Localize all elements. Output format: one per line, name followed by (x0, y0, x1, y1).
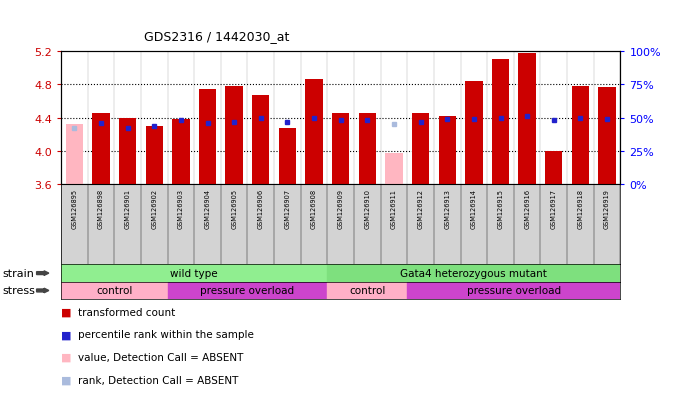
Text: GSM126910: GSM126910 (364, 189, 370, 229)
Text: wild type: wild type (170, 268, 218, 278)
Bar (332, 113, 349, 185)
Text: GSM126895: GSM126895 (71, 189, 77, 229)
Text: pressure overload: pressure overload (201, 286, 294, 296)
Text: GDS2316 / 1442030_at: GDS2316 / 1442030_at (144, 31, 290, 43)
Bar (146, 126, 163, 185)
Bar (61, 265, 327, 282)
Bar (412, 113, 429, 185)
Text: value, Detection Call = ABSENT: value, Detection Call = ABSENT (78, 352, 243, 362)
Bar (226, 87, 243, 185)
Text: GSM126905: GSM126905 (231, 189, 237, 229)
Text: GSM126907: GSM126907 (285, 189, 290, 229)
Bar (385, 154, 403, 185)
Bar (66, 125, 83, 185)
Bar (199, 90, 216, 185)
Bar (519, 54, 536, 185)
Text: ■: ■ (61, 330, 71, 339)
Text: ■: ■ (61, 307, 71, 317)
Text: stress: stress (2, 286, 35, 296)
Text: GSM126909: GSM126909 (338, 189, 344, 229)
Text: GSM126916: GSM126916 (524, 189, 530, 229)
Text: ■: ■ (61, 352, 71, 362)
Text: GSM126914: GSM126914 (471, 189, 477, 229)
Bar (599, 88, 616, 185)
Text: GSM126902: GSM126902 (151, 189, 157, 229)
Text: GSM126912: GSM126912 (418, 189, 424, 229)
Text: pressure overload: pressure overload (466, 286, 561, 296)
Bar (167, 282, 327, 299)
Text: GSM126919: GSM126919 (604, 189, 610, 229)
Text: GSM126915: GSM126915 (498, 189, 504, 229)
Text: GSM126898: GSM126898 (98, 189, 104, 229)
Bar (172, 120, 190, 185)
Text: GSM126918: GSM126918 (578, 189, 583, 229)
Text: GSM126911: GSM126911 (391, 189, 397, 229)
Bar (61, 282, 167, 299)
Text: ■: ■ (61, 375, 71, 385)
Text: percentile rank within the sample: percentile rank within the sample (78, 330, 254, 339)
Text: GSM126904: GSM126904 (205, 189, 210, 229)
Bar (465, 82, 483, 185)
Text: GSM126906: GSM126906 (258, 189, 264, 229)
Text: GSM126913: GSM126913 (444, 189, 450, 229)
Text: control: control (349, 286, 386, 296)
Bar (407, 282, 620, 299)
Bar (359, 114, 376, 185)
Bar (492, 60, 509, 185)
Text: transformed count: transformed count (78, 307, 175, 317)
Text: GSM126908: GSM126908 (311, 189, 317, 229)
Bar (305, 80, 323, 185)
Bar (545, 152, 563, 185)
Text: GSM126901: GSM126901 (125, 189, 131, 229)
Bar (327, 265, 620, 282)
Text: strain: strain (2, 268, 34, 278)
Bar (119, 118, 136, 185)
Bar (439, 116, 456, 185)
Text: control: control (96, 286, 132, 296)
Text: rank, Detection Call = ABSENT: rank, Detection Call = ABSENT (78, 375, 239, 385)
Bar (92, 114, 110, 185)
Bar (327, 282, 407, 299)
Text: Gata4 heterozygous mutant: Gata4 heterozygous mutant (401, 268, 547, 278)
Text: GSM126917: GSM126917 (551, 189, 557, 229)
Bar (279, 129, 296, 185)
Bar (252, 96, 269, 185)
Bar (572, 87, 589, 185)
Text: GSM126903: GSM126903 (178, 189, 184, 229)
